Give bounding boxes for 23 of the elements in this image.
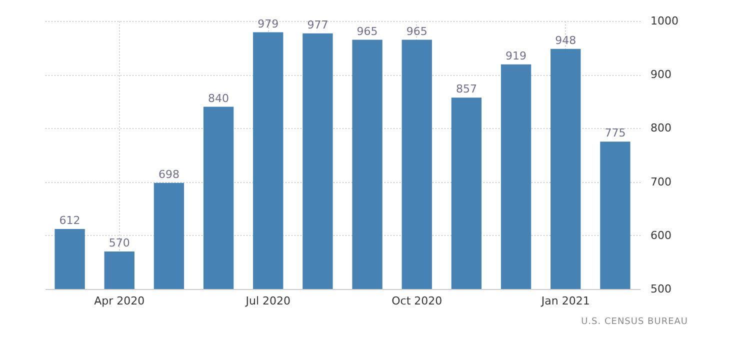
data-label: 775 (604, 126, 626, 140)
data-label: 570 (108, 236, 130, 250)
data-label: 698 (158, 168, 180, 181)
y-tick-label: 1000 (650, 14, 678, 28)
data-label: 612 (59, 214, 80, 227)
data-label: 965 (406, 24, 428, 38)
y-tick-label: 800 (650, 122, 672, 135)
x-tick-label: Jul 2020 (244, 294, 291, 308)
data-label: 977 (307, 18, 328, 32)
data-label: 857 (456, 82, 477, 96)
data-label: 919 (506, 49, 527, 62)
y-tick-label: 900 (650, 68, 672, 82)
text: U.S. CENSUS BUREAU (581, 317, 688, 327)
y-tick-label: 500 (650, 282, 672, 296)
data-label: 965 (356, 24, 378, 38)
x-tick-label: Apr 2020 (94, 294, 145, 308)
x-tick-label: Oct 2020 (392, 294, 442, 308)
y-tick-label: 700 (650, 175, 672, 188)
data-label: 840 (208, 92, 230, 105)
data-label: 979 (258, 17, 279, 30)
x-tick-label: Jan 2021 (540, 294, 590, 308)
data-label: 948 (555, 34, 576, 47)
y-tick-label: 600 (650, 228, 672, 242)
